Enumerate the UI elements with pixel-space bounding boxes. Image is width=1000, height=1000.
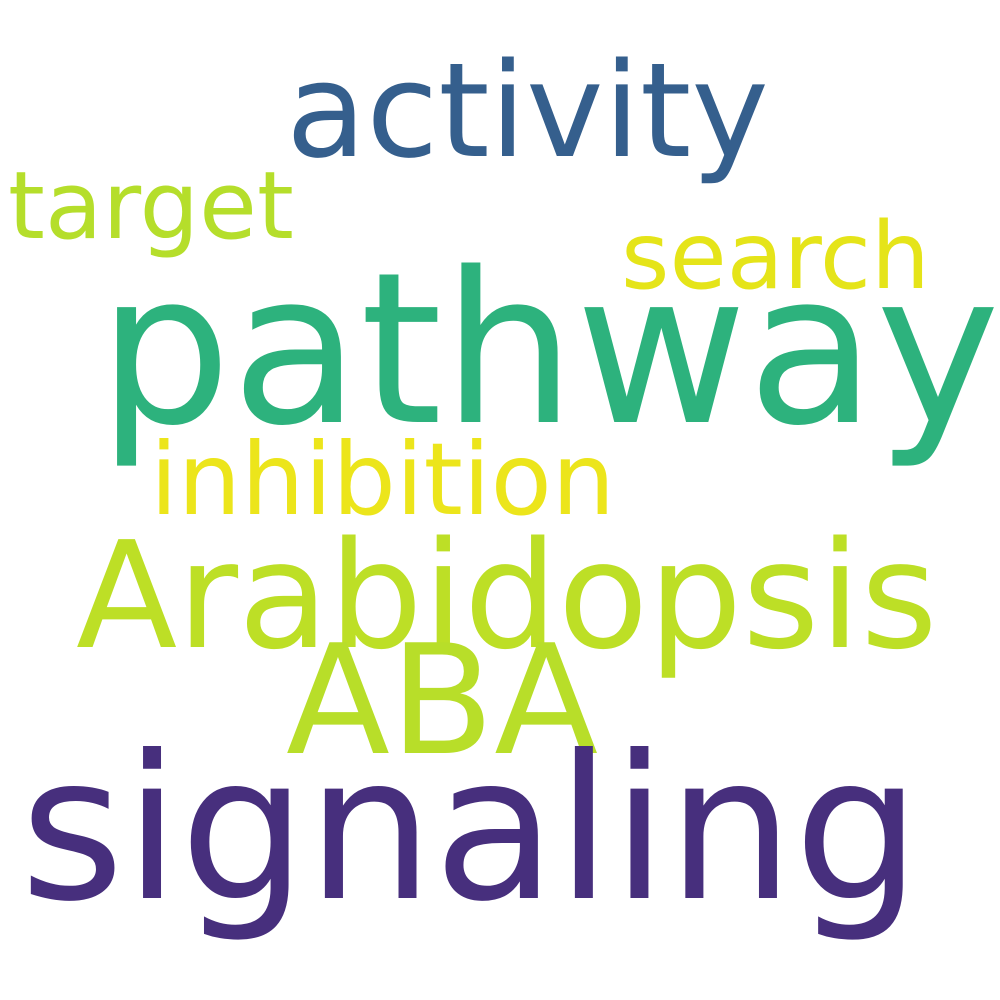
word-arabidopsis: Arabidopsis: [76, 510, 938, 682]
word-target: target: [8, 152, 294, 261]
word-activity: activity: [286, 34, 769, 187]
word-inhibition: inhibition: [150, 421, 616, 538]
word-signaling: signaling: [20, 713, 921, 946]
word-search: search: [621, 202, 930, 310]
word-aba: ABA: [286, 612, 599, 789]
word-pathway: pathway: [98, 227, 1000, 472]
